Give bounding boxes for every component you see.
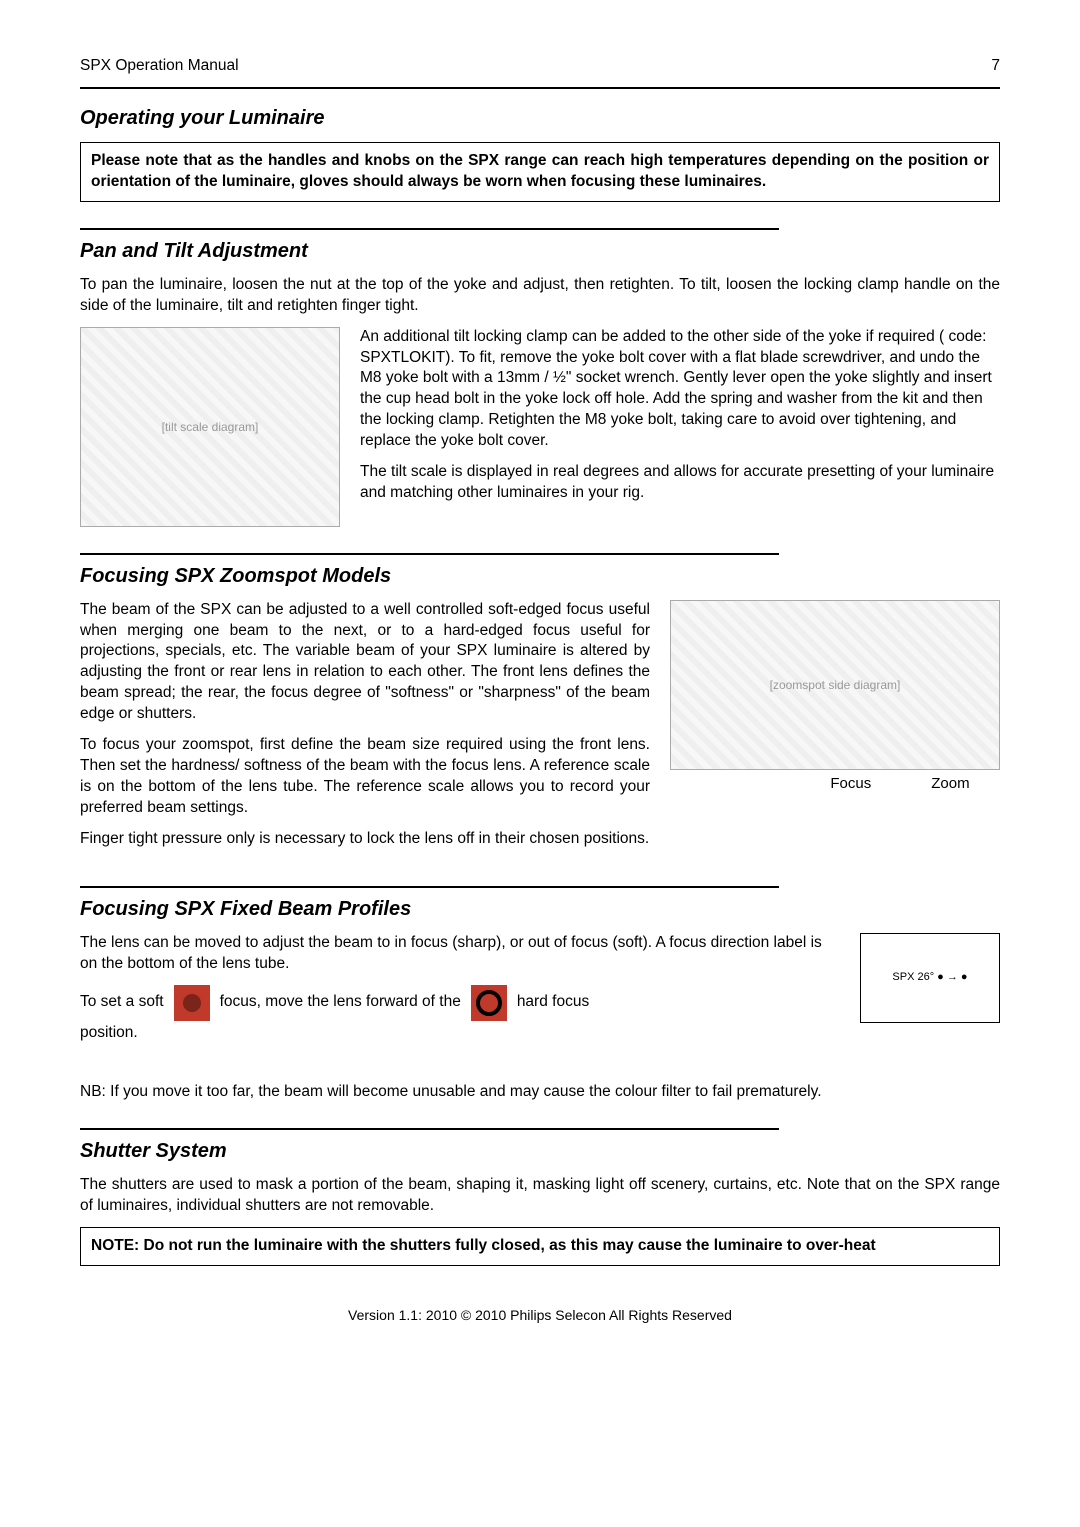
- zoomspot-p1: The beam of the SPX can be adjusted to a…: [80, 600, 650, 726]
- soft-focus-icon: [174, 985, 210, 1021]
- zoomspot-p3: Finger tight pressure only is necessary …: [80, 829, 650, 850]
- section-rule: [80, 886, 779, 888]
- soft-label-b: focus, move the lens forward of the: [220, 992, 461, 1013]
- fixed-block: The lens can be moved to adjust the beam…: [80, 933, 1000, 1054]
- page-header: SPX Operation Manual 7: [80, 56, 1000, 77]
- notice-shutter: NOTE: Do not run the luminaire with the …: [80, 1227, 1000, 1266]
- heading-shutter: Shutter System: [80, 1138, 1000, 1165]
- label-focus: Focus: [830, 774, 871, 794]
- heading-pan-tilt: Pan and Tilt Adjustment: [80, 238, 1000, 265]
- label-zoom: Zoom: [931, 774, 969, 794]
- heading-fixed: Focusing SPX Fixed Beam Profiles: [80, 896, 1000, 923]
- header-page-number: 7: [991, 56, 1000, 77]
- fixed-position: position.: [80, 1023, 840, 1044]
- zoomspot-labels: Focus Zoom: [830, 774, 969, 794]
- section-rule: [80, 87, 1000, 89]
- pan-tilt-p2: An additional tilt locking clamp can be …: [360, 327, 1000, 453]
- pan-tilt-intro: To pan the luminaire, loosen the nut at …: [80, 275, 1000, 317]
- section-rule: [80, 1128, 779, 1130]
- section-rule: [80, 228, 779, 230]
- pan-tilt-block: [tilt scale diagram] An additional tilt …: [80, 327, 1000, 527]
- soft-label-a: To set a soft: [80, 992, 164, 1013]
- zoomspot-text: The beam of the SPX can be adjusted to a…: [80, 600, 650, 860]
- heading-zoomspot: Focusing SPX Zoomspot Models: [80, 563, 1000, 590]
- hard-focus-icon: [471, 985, 507, 1021]
- pan-tilt-p3: The tilt scale is displayed in real degr…: [360, 462, 1000, 504]
- notice-gloves: Please note that as the handles and knob…: [80, 142, 1000, 202]
- zoomspot-diagram: [zoomspot side diagram]: [670, 600, 1000, 770]
- fixed-nb: NB: If you move it too far, the beam wil…: [80, 1082, 1000, 1103]
- pan-tilt-text: An additional tilt locking clamp can be …: [360, 327, 1000, 527]
- zoomspot-figure: [zoomspot side diagram] Focus Zoom: [670, 600, 1000, 860]
- section-rule: [80, 553, 779, 555]
- fixed-figure: SPX 26° ● → ●: [860, 933, 1000, 1023]
- shutter-p1: The shutters are used to mask a portion …: [80, 1175, 1000, 1217]
- page-footer: Version 1.1: 2010 © 2010 Philips Selecon…: [80, 1306, 1000, 1325]
- hard-label: hard focus: [517, 992, 589, 1013]
- fixed-figure-label: SPX 26° ● → ●: [892, 970, 967, 985]
- header-left: SPX Operation Manual: [80, 56, 239, 77]
- focus-icon-row: To set a soft focus, move the lens forwa…: [80, 985, 840, 1021]
- tilt-scale-diagram: [tilt scale diagram]: [80, 327, 340, 527]
- zoomspot-p2: To focus your zoomspot, first define the…: [80, 735, 650, 819]
- fixed-text: The lens can be moved to adjust the beam…: [80, 933, 840, 1054]
- heading-operating: Operating your Luminaire: [80, 105, 1000, 132]
- zoomspot-block: The beam of the SPX can be adjusted to a…: [80, 600, 1000, 860]
- fixed-p1: The lens can be moved to adjust the beam…: [80, 933, 840, 975]
